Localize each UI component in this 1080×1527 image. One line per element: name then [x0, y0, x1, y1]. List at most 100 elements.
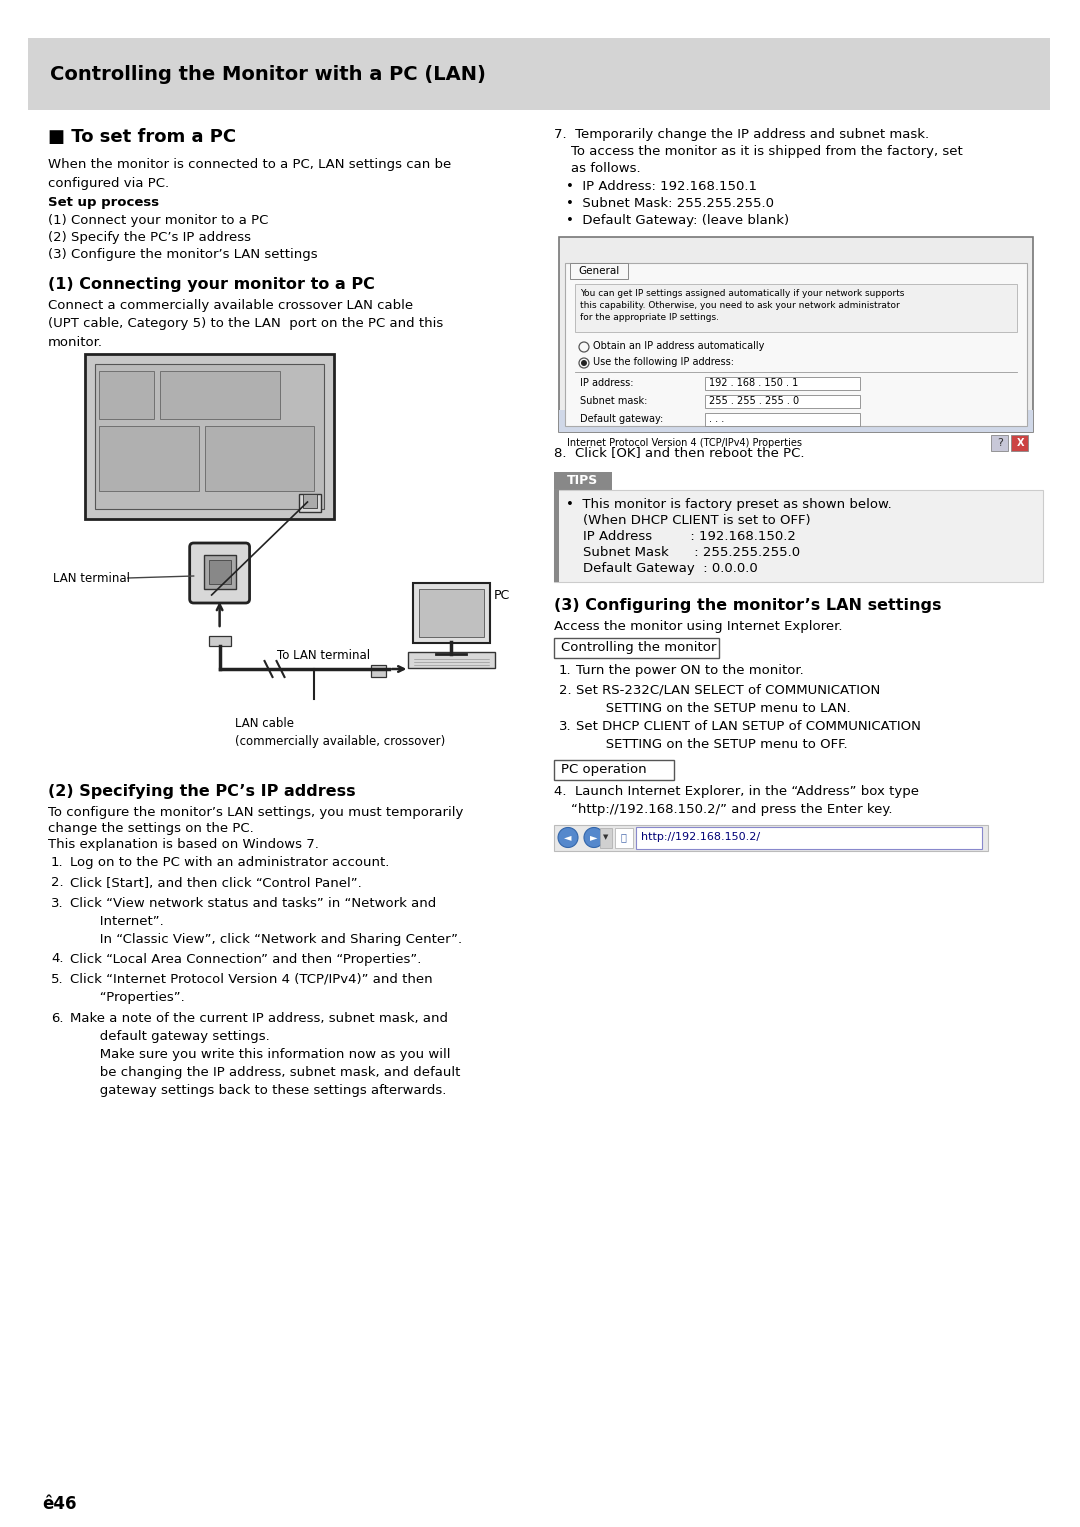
- FancyBboxPatch shape: [554, 759, 674, 779]
- Text: Connect a commercially available crossover LAN cable
(UPT cable, Category 5) to : Connect a commercially available crossov…: [48, 299, 443, 350]
- FancyBboxPatch shape: [204, 426, 314, 492]
- Text: Default gateway:: Default gateway:: [580, 414, 663, 425]
- Text: Subnet Mask      : 255.255.255.0: Subnet Mask : 255.255.255.0: [566, 547, 800, 559]
- FancyBboxPatch shape: [419, 589, 484, 637]
- Text: You can get IP settings assigned automatically if your network supports
this cap: You can get IP settings assigned automat…: [580, 289, 904, 322]
- Text: ▼: ▼: [604, 834, 609, 840]
- FancyBboxPatch shape: [85, 354, 335, 519]
- Text: IP Address         : 192.168.150.2: IP Address : 192.168.150.2: [566, 530, 796, 544]
- FancyBboxPatch shape: [414, 583, 490, 643]
- Circle shape: [558, 828, 578, 847]
- Text: 1.: 1.: [51, 857, 64, 869]
- Text: Log on to the PC with an administrator account.: Log on to the PC with an administrator a…: [70, 857, 389, 869]
- FancyBboxPatch shape: [160, 371, 280, 418]
- Text: change the settings on the PC.: change the settings on the PC.: [48, 822, 254, 835]
- Text: Click “Internet Protocol Version 4 (TCP/IPv4)” and then
       “Properties”.: Click “Internet Protocol Version 4 (TCP/…: [70, 973, 432, 1003]
- Text: To configure the monitor’s LAN settings, you must temporarily: To configure the monitor’s LAN settings,…: [48, 806, 463, 818]
- Text: Set up process: Set up process: [48, 195, 159, 209]
- Text: Controlling the monitor: Controlling the monitor: [561, 641, 716, 655]
- Text: To LAN terminal: To LAN terminal: [276, 649, 369, 663]
- Text: ■ To set from a PC: ■ To set from a PC: [48, 128, 237, 147]
- Text: “http://192.168.150.2/” and press the Enter key.: “http://192.168.150.2/” and press the En…: [554, 803, 892, 815]
- FancyBboxPatch shape: [299, 495, 322, 512]
- FancyBboxPatch shape: [303, 495, 318, 508]
- Text: 5.: 5.: [51, 973, 64, 986]
- FancyBboxPatch shape: [705, 395, 860, 408]
- Text: (When DHCP CLIENT is set to OFF): (When DHCP CLIENT is set to OFF): [566, 515, 811, 527]
- Text: 3.: 3.: [51, 896, 64, 910]
- FancyBboxPatch shape: [99, 426, 199, 492]
- FancyBboxPatch shape: [554, 638, 719, 658]
- Text: Controlling the Monitor with a PC (LAN): Controlling the Monitor with a PC (LAN): [50, 64, 486, 84]
- FancyBboxPatch shape: [559, 237, 1034, 432]
- Text: 📄: 📄: [621, 832, 626, 843]
- FancyBboxPatch shape: [575, 284, 1017, 331]
- Text: Internet Protocol Version 4 (TCP/IPv4) Properties: Internet Protocol Version 4 (TCP/IPv4) P…: [567, 438, 802, 447]
- FancyBboxPatch shape: [705, 377, 860, 389]
- Text: Default Gateway  : 0.0.0.0: Default Gateway : 0.0.0.0: [566, 562, 758, 576]
- Text: TIPS: TIPS: [567, 475, 598, 487]
- Text: LAN cable
(commercially available, crossover): LAN cable (commercially available, cross…: [234, 718, 445, 748]
- Text: PC operation: PC operation: [561, 764, 647, 776]
- Text: PC: PC: [495, 589, 511, 602]
- Text: To access the monitor as it is shipped from the factory, set: To access the monitor as it is shipped f…: [554, 145, 962, 157]
- FancyBboxPatch shape: [95, 363, 324, 508]
- Text: (3) Configure the monitor’s LAN settings: (3) Configure the monitor’s LAN settings: [48, 247, 318, 261]
- Text: Access the monitor using Internet Explorer.: Access the monitor using Internet Explor…: [554, 620, 842, 634]
- FancyBboxPatch shape: [554, 472, 612, 490]
- Text: •  Default Gateway: (leave blank): • Default Gateway: (leave blank): [566, 214, 789, 228]
- FancyBboxPatch shape: [99, 371, 153, 418]
- Text: •  IP Address: 192.168.150.1: • IP Address: 192.168.150.1: [566, 180, 757, 192]
- Text: 255 . 255 . 255 . 0: 255 . 255 . 255 . 0: [708, 395, 799, 406]
- Text: Click [Start], and then click “Control Panel”.: Click [Start], and then click “Control P…: [70, 876, 362, 890]
- Text: . . .: . . .: [708, 414, 724, 425]
- FancyBboxPatch shape: [615, 828, 633, 847]
- Text: 1.: 1.: [559, 664, 571, 676]
- Text: (1) Connect your monitor to a PC: (1) Connect your monitor to a PC: [48, 214, 268, 228]
- Text: as follows.: as follows.: [554, 162, 640, 176]
- Text: Make a note of the current IP address, subnet mask, and
       default gateway s: Make a note of the current IP address, s…: [70, 1012, 460, 1096]
- Text: 2.: 2.: [51, 876, 64, 890]
- FancyBboxPatch shape: [554, 490, 559, 582]
- Text: ?: ?: [997, 438, 1003, 447]
- Text: Subnet mask:: Subnet mask:: [580, 395, 647, 406]
- Text: •  This monitor is factory preset as shown below.: • This monitor is factory preset as show…: [566, 498, 892, 512]
- FancyBboxPatch shape: [190, 544, 249, 603]
- FancyBboxPatch shape: [1011, 435, 1028, 450]
- FancyBboxPatch shape: [991, 435, 1009, 450]
- Text: Turn the power ON to the monitor.: Turn the power ON to the monitor.: [576, 664, 804, 676]
- Text: 7.  Temporarily change the IP address and subnet mask.: 7. Temporarily change the IP address and…: [554, 128, 929, 140]
- Text: Click “View network status and tasks” in “Network and
       Internet”.
       I: Click “View network status and tasks” in…: [70, 896, 462, 947]
- Text: http://192.168.150.2/: http://192.168.150.2/: [640, 832, 760, 843]
- Text: General: General: [578, 266, 620, 276]
- Text: (3) Configuring the monitor’s LAN settings: (3) Configuring the monitor’s LAN settin…: [554, 599, 942, 612]
- FancyBboxPatch shape: [636, 826, 983, 849]
- FancyBboxPatch shape: [705, 412, 860, 426]
- FancyBboxPatch shape: [600, 828, 612, 847]
- FancyBboxPatch shape: [408, 652, 495, 667]
- Text: (1) Connecting your monitor to a PC: (1) Connecting your monitor to a PC: [48, 276, 375, 292]
- Text: LAN terminal: LAN terminal: [53, 571, 130, 585]
- Text: Click “Local Area Connection” and then “Properties”.: Click “Local Area Connection” and then “…: [70, 953, 421, 965]
- Text: IP address:: IP address:: [580, 379, 634, 388]
- FancyBboxPatch shape: [565, 263, 1027, 426]
- FancyBboxPatch shape: [208, 637, 231, 646]
- Text: X: X: [1016, 438, 1024, 447]
- Text: ê46: ê46: [42, 1495, 77, 1513]
- Text: This explanation is based on Windows 7.: This explanation is based on Windows 7.: [48, 838, 319, 851]
- Text: •  Subnet Mask: 255.255.255.0: • Subnet Mask: 255.255.255.0: [566, 197, 774, 211]
- FancyBboxPatch shape: [208, 560, 231, 583]
- FancyBboxPatch shape: [559, 411, 1034, 432]
- Text: 4.: 4.: [51, 953, 64, 965]
- Text: 8.  Click [OK] and then reboot the PC.: 8. Click [OK] and then reboot the PC.: [554, 446, 805, 460]
- Text: (2) Specify the PC’s IP address: (2) Specify the PC’s IP address: [48, 231, 251, 244]
- Text: 192 . 168 . 150 . 1: 192 . 168 . 150 . 1: [708, 379, 798, 388]
- Text: Obtain an IP address automatically: Obtain an IP address automatically: [593, 341, 765, 351]
- FancyBboxPatch shape: [554, 490, 1043, 582]
- FancyBboxPatch shape: [28, 38, 1050, 110]
- Text: ◄: ◄: [564, 832, 571, 843]
- Circle shape: [584, 828, 604, 847]
- FancyBboxPatch shape: [570, 263, 627, 279]
- Circle shape: [581, 360, 586, 366]
- FancyBboxPatch shape: [554, 825, 988, 851]
